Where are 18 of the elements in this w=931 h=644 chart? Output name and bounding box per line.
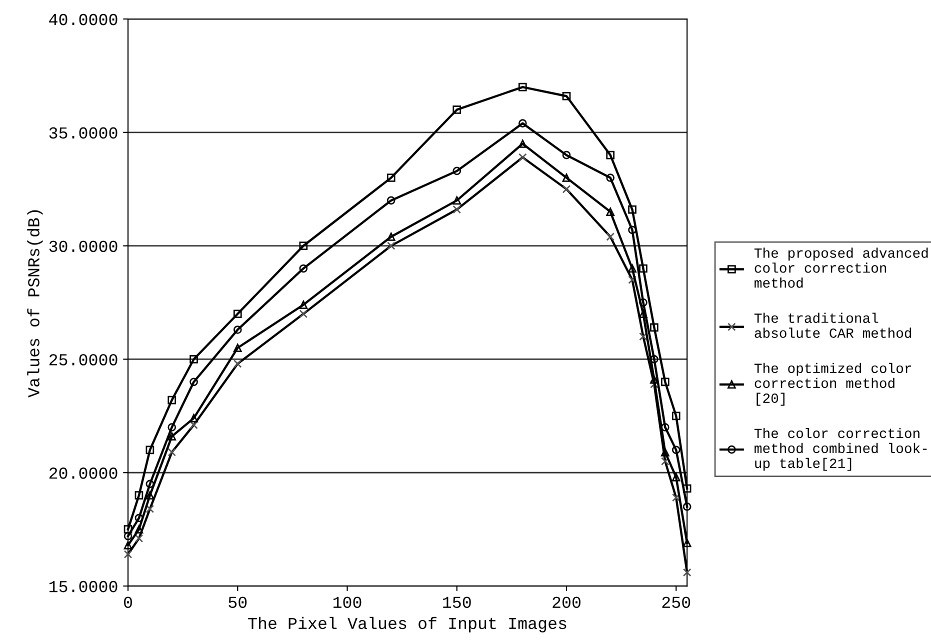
legend-label: The color correction method combined look- up table[21]: [754, 428, 927, 471]
y-tick-label: 15.0000: [49, 580, 118, 592]
x-axis-title: The Pixel Values of Input Images: [248, 616, 566, 632]
x-tick-label: 150: [443, 596, 471, 608]
legend-label: The traditional absolute CAR method: [754, 312, 912, 338]
legend-label: The optimized color correction method [20]: [754, 362, 912, 406]
y-tick-label: 30.0000: [49, 240, 118, 252]
y-axis-title: Values of PSNRs(dB): [27, 210, 43, 398]
x-tick-label: 50: [228, 596, 247, 608]
y-tick-label: 20.0000: [49, 468, 118, 479]
legend-label: The proposed advanced color correction method: [754, 248, 928, 288]
x-tick-label: 0: [124, 596, 132, 608]
y-tick-label: 35.0000: [49, 127, 118, 139]
x-tick-label: 200: [552, 596, 580, 608]
y-tick-label: 25.0000: [49, 354, 118, 366]
y-tick-label: 40.0000: [49, 14, 118, 26]
x-tick-label: 100: [333, 596, 362, 608]
x-tick-label: 250: [662, 596, 690, 608]
